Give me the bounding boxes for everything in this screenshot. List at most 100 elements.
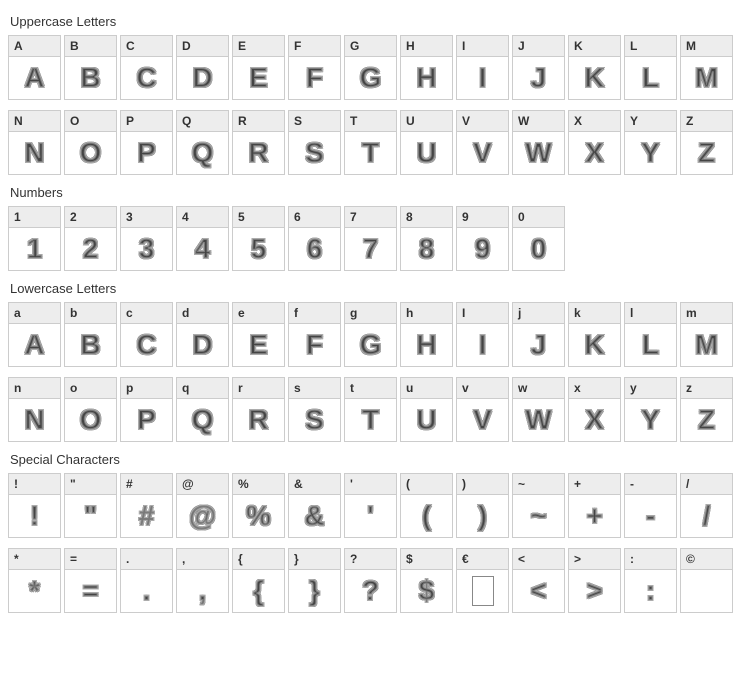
char-cell: tT: [344, 377, 397, 442]
char-label: A: [9, 36, 60, 57]
glyph: U: [416, 137, 436, 169]
glyph: !: [30, 500, 39, 532]
char-cell: %%: [232, 473, 285, 538]
char-label: z: [681, 378, 732, 399]
glyph: B: [80, 329, 100, 361]
char-cell: {{: [232, 548, 285, 613]
char-cell: OO: [64, 110, 117, 175]
char-label: $: [401, 549, 452, 570]
char-cell: ??: [344, 548, 397, 613]
char-cell: II: [456, 302, 509, 367]
glyph: P: [137, 137, 156, 169]
glyph: A: [24, 329, 44, 361]
char-cell: ZZ: [680, 110, 733, 175]
char-label: L: [625, 36, 676, 57]
char-glyph-area: G: [345, 324, 396, 366]
char-label: d: [177, 303, 228, 324]
char-glyph-area: L: [625, 57, 676, 99]
char-glyph-area: $: [401, 570, 452, 612]
char-cell: UU: [400, 110, 453, 175]
char-cell: XX: [568, 110, 621, 175]
char-cell: 44: [176, 206, 229, 271]
char-glyph-area: 9: [457, 228, 508, 270]
char-glyph-area: (: [401, 495, 452, 537]
char-glyph-area: Q: [177, 399, 228, 441]
char-label: O: [65, 111, 116, 132]
char-cell: FF: [288, 35, 341, 100]
glyph: *: [29, 575, 40, 607]
char-label: x: [569, 378, 620, 399]
char-label: Q: [177, 111, 228, 132]
glyph: G: [360, 329, 382, 361]
char-cell: lL: [624, 302, 677, 367]
char-cell: LL: [624, 35, 677, 100]
glyph: O: [80, 137, 102, 169]
glyph: 0: [531, 233, 547, 265]
char-glyph-area: +: [569, 495, 620, 537]
char-label: u: [401, 378, 452, 399]
char-cell: SS: [288, 110, 341, 175]
char-label: I: [457, 303, 508, 324]
glyph: H: [416, 62, 436, 94]
char-label: ~: [513, 474, 564, 495]
char-label: @: [177, 474, 228, 495]
char-cell: '': [344, 473, 397, 538]
glyph: &: [304, 500, 324, 532]
char-cell: 55: [232, 206, 285, 271]
char-cell: DD: [176, 35, 229, 100]
char-label: Z: [681, 111, 732, 132]
char-glyph-area: A: [9, 324, 60, 366]
char-label: -: [625, 474, 676, 495]
glyph: S: [305, 404, 324, 436]
char-glyph-area: ": [65, 495, 116, 537]
char-glyph-area: O: [65, 132, 116, 174]
char-cell: 99: [456, 206, 509, 271]
char-glyph-area: [681, 570, 732, 612]
char-cell: YY: [624, 110, 677, 175]
char-cell: RR: [232, 110, 285, 175]
glyph: 5: [251, 233, 267, 265]
char-cell: }}: [288, 548, 341, 613]
char-label: 9: [457, 207, 508, 228]
glyph: Z: [698, 404, 715, 436]
char-label: ": [65, 474, 116, 495]
char-label: <: [513, 549, 564, 570]
char-glyph-area: &: [289, 495, 340, 537]
glyph: <: [530, 575, 546, 607]
glyph: L: [642, 62, 659, 94]
char-label: e: [233, 303, 284, 324]
glyph: ~: [530, 500, 546, 532]
char-label: h: [401, 303, 452, 324]
char-cell: ##: [120, 473, 173, 538]
char-cell: dD: [176, 302, 229, 367]
char-glyph-area: 2: [65, 228, 116, 270]
char-glyph-area: :: [625, 570, 676, 612]
glyph: +: [586, 500, 602, 532]
char-glyph-area: V: [457, 132, 508, 174]
char-cell: jJ: [512, 302, 565, 367]
char-label: *: [9, 549, 60, 570]
glyph: R: [248, 137, 268, 169]
char-glyph-area: -: [625, 495, 676, 537]
char-cell: aA: [8, 302, 61, 367]
char-glyph-area: Y: [625, 399, 676, 441]
char-glyph-area: S: [289, 399, 340, 441]
char-glyph-area: P: [121, 132, 172, 174]
char-label: €: [457, 549, 508, 570]
char-label: 1: [9, 207, 60, 228]
char-label: M: [681, 36, 732, 57]
char-cell: hH: [400, 302, 453, 367]
char-glyph-area: J: [513, 324, 564, 366]
char-label: f: [289, 303, 340, 324]
char-glyph-area: Z: [681, 399, 732, 441]
char-glyph-area: ': [345, 495, 396, 537]
char-cell: rR: [232, 377, 285, 442]
glyph: $: [419, 575, 435, 607]
char-glyph-area: Z: [681, 132, 732, 174]
char-cell: AA: [8, 35, 61, 100]
glyph: M: [695, 62, 718, 94]
glyph: C: [136, 329, 156, 361]
char-label: H: [401, 36, 452, 57]
char-cell: GG: [344, 35, 397, 100]
char-label: X: [569, 111, 620, 132]
